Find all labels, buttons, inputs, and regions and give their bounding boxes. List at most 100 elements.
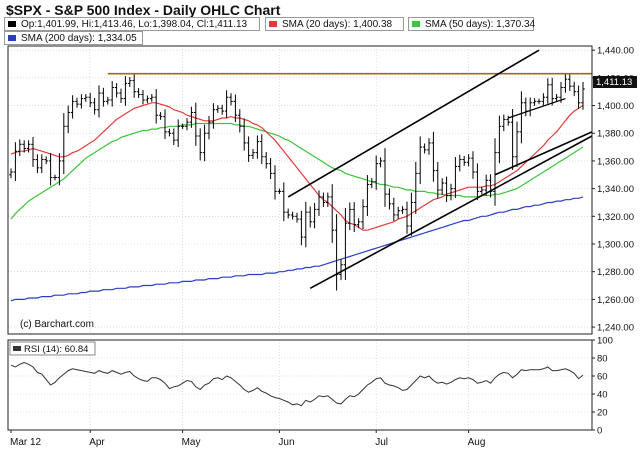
ohlc-bar: [502, 114, 506, 132]
legend-sma200-text: SMA (200 days): 1,334.05: [21, 33, 137, 44]
ohlc-bar: [132, 74, 136, 98]
ohlc-bar: [13, 142, 18, 181]
ohlc-bar: [458, 154, 462, 172]
rsi-tick-label: 80: [597, 354, 608, 365]
ohlc-bar: [378, 157, 383, 168]
ohlc-bar: [348, 202, 352, 231]
ohlc-bar: [216, 105, 220, 113]
support-trend-line: [494, 131, 593, 176]
ohlc-bar: [172, 128, 176, 145]
sma200-line: [10, 196, 584, 302]
short-trend-line: [508, 98, 566, 119]
ohlc-bar: [581, 82, 585, 110]
ohlc-bar: [264, 151, 268, 169]
ohlc-bar: [194, 102, 198, 146]
price-tick-label: 1,300.00: [597, 240, 634, 251]
ohlc-bar: [497, 115, 502, 164]
last-price-label: 1,411.13: [596, 77, 632, 88]
ohlc-bar: [286, 208, 290, 219]
price-panel-frame: [7, 45, 593, 335]
ohlc-bar: [189, 106, 194, 128]
month-tick-label: Jun: [278, 437, 294, 448]
ohlc-bar: [101, 87, 106, 107]
annotations: [107, 49, 593, 290]
moving-averages: [10, 102, 584, 407]
ohlc-bar: [312, 202, 317, 229]
ohlc-bar: [370, 178, 374, 189]
month-tick-label: Mar 12: [10, 437, 42, 448]
price-tick-label: 1,280.00: [597, 267, 634, 278]
ohlc-bar: [484, 174, 488, 196]
ohlc-bar: [136, 88, 141, 99]
ohlc-bar: [387, 188, 392, 210]
ohlc-bar: [563, 73, 568, 93]
ohlc-bars: [9, 73, 585, 291]
ohlc-bar: [22, 140, 26, 153]
ohlc-bar: [207, 116, 211, 140]
ohlc-bar: [330, 184, 334, 243]
ohlc-bar: [299, 210, 304, 246]
ohlc-bar: [18, 139, 22, 157]
ohlc-bar: [119, 88, 123, 104]
ohlc-bar: [211, 103, 216, 129]
price-tick-label: 1,440.00: [597, 46, 634, 57]
ohlc-bar: [510, 109, 515, 170]
sma20-line: [10, 102, 584, 231]
ohlc-bar: [568, 74, 572, 91]
ohlc-bar: [409, 192, 414, 236]
legend-sma20-swatch: [269, 21, 277, 27]
ohlc-bar: [233, 94, 238, 123]
axes: 1,440.001,420.001,400.001,380.001,360.00…: [10, 46, 634, 448]
price-tick-label: 1,360.00: [597, 156, 634, 167]
ohlc-bar: [114, 83, 119, 98]
ohlc-bar: [88, 92, 92, 108]
ohlc-bar: [167, 128, 172, 137]
ohlc-bar: [528, 97, 532, 117]
ohlc-bar: [427, 138, 431, 155]
ohlc-bar: [480, 186, 484, 195]
legend-sma20-text: SMA (20 days): 1,400.38: [282, 19, 393, 30]
month-tick-label: Jul: [375, 437, 388, 448]
ohlc-bar: [515, 121, 519, 168]
ohlc-bar: [422, 143, 427, 154]
ohlc-bar: [62, 113, 66, 175]
ohlc-bar: [229, 93, 233, 106]
price-tick-label: 1,380.00: [597, 129, 634, 140]
ohlc-bar: [110, 81, 114, 107]
ohlc-bar: [92, 97, 97, 115]
ohlc-bar: [321, 192, 326, 207]
ohlc-bar: [361, 199, 365, 230]
ohlc-bar: [290, 211, 295, 220]
ohlc-bar: [268, 158, 273, 180]
ohlc-bar: [453, 157, 458, 199]
legend-sma200-swatch: [8, 35, 16, 41]
ohlc-bar: [260, 134, 264, 165]
legend-sma200: SMA (200 days): 1,334.05: [4, 31, 143, 45]
legend-ohlc-swatch: [8, 21, 16, 27]
ohlc-bar: [180, 123, 185, 130]
ohlc-bar: [317, 190, 321, 216]
ohlc-bar: [106, 96, 110, 105]
ohlc-bar: [242, 118, 246, 151]
price-tick-label: 1,400.00: [597, 101, 634, 112]
ohlc-bar: [431, 131, 436, 182]
last-price-tag: 1,411.13: [593, 76, 637, 88]
price-tick-label: 1,340.00: [597, 184, 634, 195]
ohlc-bar: [405, 201, 409, 234]
ohlc-bar: [392, 197, 396, 222]
ohlc-bar: [163, 109, 167, 140]
price-tick-label: 1,240.00: [597, 323, 634, 334]
sma50-line: [10, 122, 584, 220]
ohlc-bar: [462, 155, 466, 166]
ohlc-bar: [48, 153, 53, 186]
ohlc-bar: [471, 151, 475, 179]
ohlc-bar: [383, 148, 387, 207]
ohlc-bar: [554, 94, 559, 102]
channel-lower-line: [309, 135, 593, 290]
price-tick-label: 1,320.00: [597, 212, 634, 223]
ohlc-bar: [176, 119, 180, 148]
ohlc-bar: [559, 81, 563, 103]
ohlc-bar: [343, 208, 348, 280]
ohlc-bar: [365, 175, 370, 217]
